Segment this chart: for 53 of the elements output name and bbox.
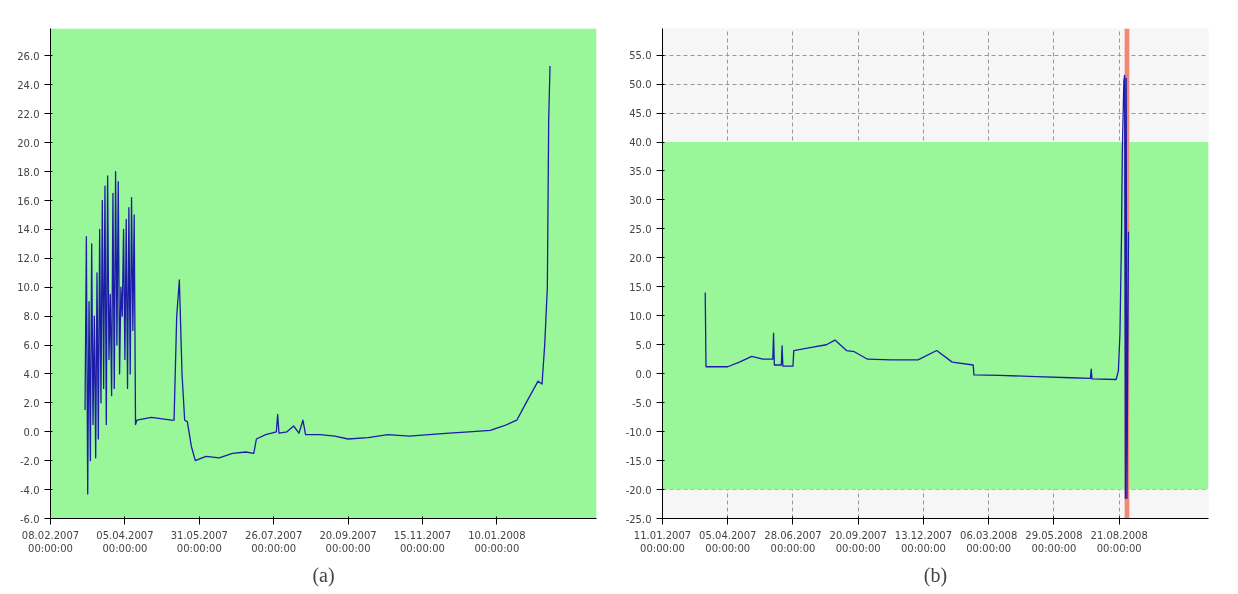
y-tick-label: 0.0: [23, 426, 40, 438]
text: (b): [923, 563, 948, 587]
y-tick-label: 24.0: [17, 79, 40, 91]
x-tick-label: 06.03.2008 00:00:00: [960, 529, 1018, 554]
line-series: [84, 65, 551, 495]
y-tick-label: -15.0: [625, 455, 652, 467]
x-tick-label: 13.12.2007 00:00:00: [894, 529, 953, 554]
y-tick-label: -2.0: [19, 455, 40, 467]
y-tick-label: 4.0: [23, 368, 40, 380]
x-tick-label: 20.09.2007 00:00:00: [829, 529, 887, 554]
y-tick-label: 6.0: [23, 340, 40, 352]
y-tick-label: 2.0: [23, 397, 40, 409]
y-tick-label: 25.0: [629, 223, 652, 235]
y-tick-label: -20.0: [625, 484, 652, 496]
y-tick-label: 10.0: [17, 282, 40, 294]
x-tick-label: 29.05.2008 00:00:00: [1025, 529, 1083, 554]
y-tick-label: 5.0: [635, 339, 652, 351]
y-tick-label: 30.0: [629, 194, 652, 206]
x-tick-label: 31.05.2007 00:00:00: [170, 529, 228, 554]
y-tick-label: -5.0: [631, 397, 652, 409]
text: (a): [312, 563, 335, 587]
x-tick-label: 05.04.2007 00:00:00: [96, 529, 154, 554]
y-tick-label: 15.0: [629, 281, 652, 293]
y-tick-label: 12.0: [17, 253, 40, 265]
x-tick-label: 20.09.2007 00:00:00: [319, 529, 377, 554]
y-tick-label: 20.0: [17, 137, 40, 149]
y-tick-label: 16.0: [17, 195, 40, 207]
y-tick-label: -6.0: [19, 513, 40, 525]
x-tick-label: 08.02.2007 00:00:00: [21, 529, 80, 554]
y-tick-label: 35.0: [629, 165, 652, 177]
y-tick-label: 0.0: [635, 368, 652, 380]
y-tick-label: 8.0: [23, 311, 40, 323]
x-tick-label: 15.11.2007 00:00:00: [393, 529, 452, 554]
x-tick-label: 21.08.2008 00:00:00: [1090, 529, 1148, 554]
x-tick-label: 26.07.2007 00:00:00: [245, 529, 303, 554]
x-tick-label: 05.04.2007 00:00:00: [699, 529, 757, 554]
y-tick-label: -4.0: [19, 484, 40, 496]
y-tick-label: 18.0: [17, 166, 40, 178]
x-tick-label: 10.01.2008 00:00:00: [468, 529, 526, 554]
y-tick-label: 14.0: [17, 224, 40, 236]
y-tick-label: 22.0: [17, 108, 40, 120]
y-tick-label: 40.0: [629, 137, 652, 149]
y-tick-label: -10.0: [625, 426, 652, 438]
y-tick-label: 26.0: [17, 50, 40, 62]
y-tick-label: 10.0: [629, 310, 652, 322]
y-tick-label: 55.0: [629, 50, 652, 62]
line-series: [704, 74, 1130, 499]
y-tick-label: -25.0: [625, 513, 652, 525]
y-tick-label: 45.0: [629, 108, 652, 120]
y-tick-label: 20.0: [629, 252, 652, 264]
y-tick-label: 50.0: [629, 79, 652, 91]
x-tick-label: 11.01.2007 00:00:00: [633, 529, 692, 554]
x-tick-label: 28.06.2007 00:00:00: [764, 529, 822, 554]
